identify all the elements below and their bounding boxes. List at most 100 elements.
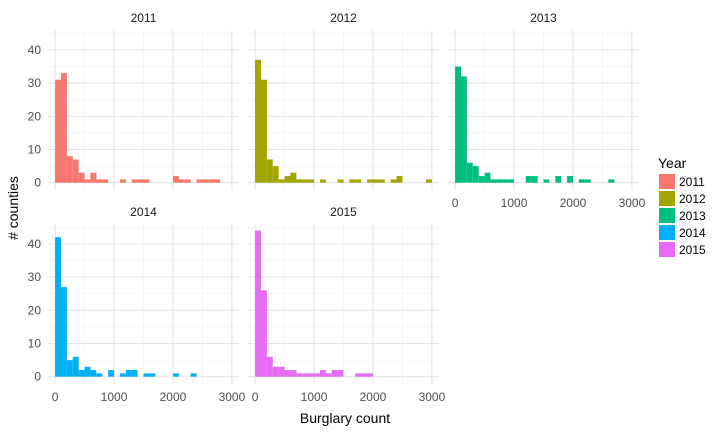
x-tick-label: 1000 — [301, 390, 328, 404]
histogram-bar — [296, 179, 303, 183]
histogram-bar — [608, 179, 615, 183]
facet-panel-2012: 2012 — [248, 11, 439, 190]
histogram-bar — [349, 179, 356, 183]
x-tick-label: 3000 — [219, 390, 246, 404]
histogram-bar — [72, 356, 79, 377]
x-tick-label: 1000 — [501, 196, 528, 210]
histogram-bar — [466, 162, 473, 183]
histogram-bar — [60, 73, 67, 183]
histogram-bar — [508, 179, 515, 183]
histogram-bar — [472, 166, 479, 183]
histogram-bar — [314, 373, 320, 377]
histogram-bar — [60, 287, 67, 377]
histogram-bar — [184, 179, 191, 183]
histogram-bar — [426, 179, 432, 183]
histogram-bar — [78, 172, 85, 183]
histogram-bar — [102, 179, 109, 183]
y-tick-label: 30 — [28, 76, 42, 90]
y-tick-label: 20 — [28, 109, 42, 123]
histogram-bar — [496, 179, 503, 183]
histogram-bar — [396, 176, 403, 183]
histogram-bar — [308, 373, 315, 377]
histogram-bar — [478, 176, 485, 183]
histogram-bar — [367, 179, 373, 183]
histogram-bar — [66, 360, 73, 377]
histogram-bar — [490, 179, 497, 183]
histogram-bar — [372, 179, 379, 183]
y-axis-title: # counties — [5, 176, 21, 240]
facet-panel-2014: 2014 0 10 20 30 40 0 1000 2000 3000 — [28, 205, 246, 404]
histogram-bar — [525, 176, 532, 183]
x-tick-label: 3000 — [619, 196, 646, 210]
histogram-bar — [255, 230, 261, 377]
x-tick-label: 2000 — [360, 390, 387, 404]
y-tick-label: 40 — [28, 43, 42, 57]
y-tick-label: 10 — [28, 143, 42, 157]
histogram-bar — [84, 179, 91, 183]
histogram-bar — [55, 79, 61, 183]
legend-swatch-2011 — [659, 174, 675, 189]
histogram-bar — [455, 66, 461, 183]
x-tick-label: 1000 — [101, 390, 128, 404]
histogram-bar — [131, 179, 138, 183]
histogram-bar — [390, 179, 397, 183]
histogram-bar — [555, 176, 562, 183]
histogram-bar — [484, 172, 491, 183]
facet-panel-2011: 2011 0 10 20 30 40 — [28, 11, 239, 190]
histogram-bar — [208, 179, 215, 183]
histogram-bar — [55, 237, 61, 377]
facet-panel-2015: 2015 0 1000 2000 3000 — [248, 205, 446, 404]
histogram-bar — [84, 366, 91, 377]
histogram-bar — [72, 159, 79, 183]
histogram-bar — [337, 370, 344, 377]
histogram-bar — [284, 176, 291, 183]
y-tick-label: 30 — [28, 270, 42, 284]
histogram-bar — [272, 366, 279, 377]
histogram-bar — [272, 166, 279, 183]
histogram-bar — [325, 373, 332, 377]
histogram-bar — [302, 373, 309, 377]
histogram-bar — [337, 179, 344, 183]
histogram-bar — [260, 290, 267, 377]
histogram-bar — [214, 179, 221, 183]
histogram-bar — [143, 179, 150, 183]
histogram-bar — [125, 370, 132, 377]
histogram-bar — [143, 373, 150, 377]
histogram-bar — [502, 179, 509, 183]
histogram-bar — [96, 179, 103, 183]
x-tick-label: 0 — [252, 390, 259, 404]
legend-items: 2011 2012 2013 2014 2015 — [659, 174, 706, 257]
histogram-bar — [266, 356, 273, 377]
histogram-bar — [202, 179, 209, 183]
legend-swatch-2015 — [659, 242, 675, 257]
facet-strip-label: 2014 — [130, 205, 157, 219]
histogram-bar — [66, 156, 73, 183]
facet-strip-label: 2011 — [131, 11, 157, 25]
histogram-bar — [149, 373, 156, 377]
histogram-bar — [190, 373, 197, 377]
x-tick-label: 0 — [452, 196, 459, 210]
histogram-bar — [308, 179, 315, 183]
facet-strip-label: 2015 — [330, 205, 357, 219]
histogram-bar — [296, 373, 303, 377]
histogram-bar — [290, 370, 297, 377]
histogram-bar — [361, 373, 368, 377]
histogram-bar — [196, 179, 203, 183]
histogram-bar — [131, 370, 138, 377]
legend-title: Year — [658, 155, 687, 171]
histogram-bar — [96, 373, 103, 377]
histogram-bar — [543, 179, 550, 183]
histogram-bar — [266, 159, 273, 183]
histogram-bar — [578, 179, 585, 183]
x-tick-label: 0 — [52, 390, 59, 404]
histogram-bar — [302, 179, 309, 183]
histogram-bar — [119, 179, 126, 183]
histogram-bar — [584, 179, 591, 183]
y-tick-label: 0 — [34, 176, 41, 190]
histogram-bar — [319, 179, 326, 183]
facet-strip-label: 2012 — [330, 11, 357, 25]
x-tick-label: 2000 — [560, 196, 587, 210]
histogram-bar — [172, 176, 179, 183]
